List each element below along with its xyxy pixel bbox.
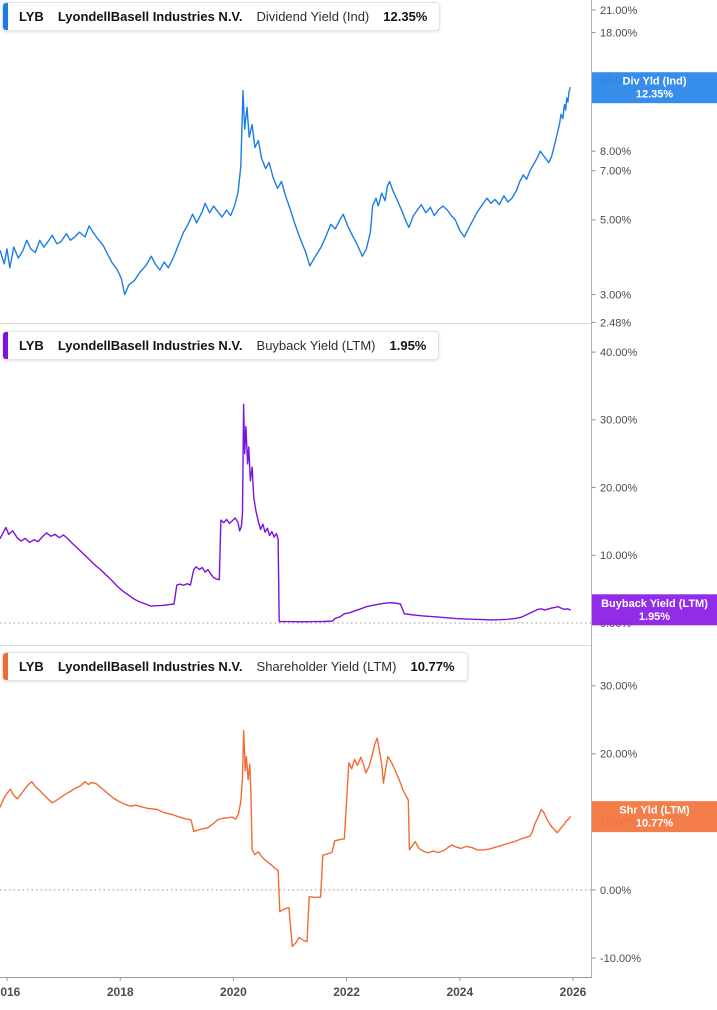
ticker-symbol: LYB <box>19 338 44 353</box>
shareholder-yield-axis-flag[interactable] <box>592 801 717 833</box>
y-tick-label: 5.00% <box>600 215 631 227</box>
dividend-yield-line[interactable] <box>0 86 571 296</box>
y-tick-label: 21.00% <box>600 5 638 17</box>
x-tick-label: 2022 <box>333 985 360 999</box>
y-tick-label: 18.00% <box>600 27 638 39</box>
x-tick-label: 2026 <box>560 985 587 999</box>
company-name: LyondellBasell Industries N.V. <box>57 9 243 24</box>
axis-flag-metric: Buyback Yield (LTM) <box>601 598 708 610</box>
x-tick-label: 2024 <box>446 985 473 999</box>
dividend-yield-panel[interactable]: 21.00%18.00%13.00%8.00%7.00%5.00%3.00%2.… <box>0 5 717 329</box>
y-tick-label: 3.00% <box>600 289 631 301</box>
legend-buyback-yield[interactable]: LYB LyondellBasell Industries N.V. Buyba… <box>2 331 440 360</box>
ticker-symbol: LYB <box>19 9 44 24</box>
axis-flag-metric: Shr Yld (LTM) <box>619 805 690 817</box>
ticker-symbol: LYB <box>19 659 44 674</box>
metric-name: Buyback Yield (LTM) <box>256 338 376 353</box>
legend-color-bar <box>3 332 8 359</box>
y-tick-label: 40.00% <box>600 347 638 359</box>
y-tick-label: 20.00% <box>600 749 638 761</box>
y-tick-label: 10.00% <box>600 550 638 562</box>
y-tick-label: 2.48% <box>600 317 631 329</box>
legend-color-bar <box>3 3 8 30</box>
legend-dividend-yield[interactable]: LYB LyondellBasell Industries N.V. Divid… <box>2 2 441 31</box>
metric-value: 1.95% <box>389 338 427 353</box>
axis-flag-value: 10.77% <box>636 818 674 830</box>
company-name: LyondellBasell Industries N.V. <box>57 338 243 353</box>
company-name: LyondellBasell Industries N.V. <box>57 659 243 674</box>
metric-name: Shareholder Yield (LTM) <box>256 659 397 674</box>
y-tick-label: 8.00% <box>600 146 631 158</box>
y-tick-label: 30.00% <box>600 415 638 427</box>
dividend-yield-axis-flag[interactable] <box>592 72 717 104</box>
buyback-yield-line[interactable] <box>0 403 571 623</box>
x-tick-label: 2016 <box>0 985 21 999</box>
metric-value: 12.35% <box>383 9 428 24</box>
y-tick-label: 30.00% <box>600 681 638 693</box>
y-tick-label: -10.00% <box>600 953 641 965</box>
y-tick-label: 20.00% <box>600 482 638 494</box>
y-tick-label: 7.00% <box>600 166 631 178</box>
shareholder-yield-panel[interactable]: 30.00%20.00%10.00%0.00%-10.00%Shr Yld (L… <box>0 681 717 965</box>
shareholder-yield-line[interactable] <box>0 730 571 948</box>
metric-value: 10.77% <box>410 659 455 674</box>
metric-name: Dividend Yield (Ind) <box>256 9 370 24</box>
buyback-yield-panel[interactable]: 40.00%30.00%20.00%10.00%0.00%Buyback Yie… <box>0 347 717 630</box>
axis-flag-metric: Div Yld (Ind) <box>623 76 687 88</box>
buyback-yield-axis-flag[interactable] <box>592 594 717 626</box>
axis-flag-value: 1.95% <box>639 611 670 623</box>
y-tick-label: 0.00% <box>600 885 631 897</box>
x-tick-label: 2020 <box>220 985 247 999</box>
legend-shareholder-yield[interactable]: LYB LyondellBasell Industries N.V. Share… <box>2 652 468 681</box>
legend-color-bar <box>3 653 8 680</box>
axis-flag-value: 12.35% <box>636 89 674 101</box>
x-tick-label: 2018 <box>107 985 134 999</box>
